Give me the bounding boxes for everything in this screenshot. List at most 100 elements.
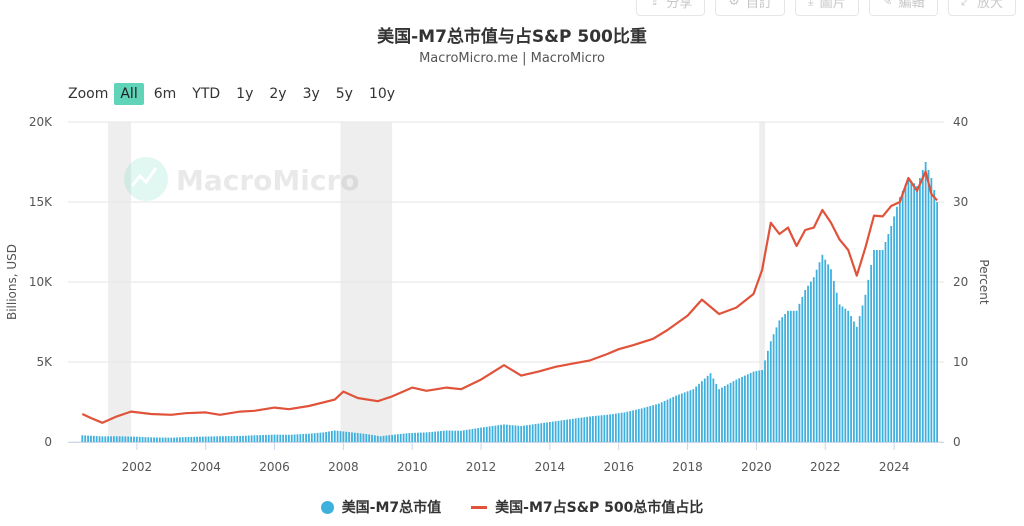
bar: [138, 436, 141, 442]
customize-button[interactable]: ⚙ 自訂: [715, 0, 785, 16]
bar: [417, 432, 419, 442]
bar: [548, 422, 551, 442]
bar: [485, 426, 488, 442]
bar: [612, 414, 614, 442]
bar: [784, 314, 786, 442]
bar: [815, 269, 818, 442]
zoom-1y-button[interactable]: 1y: [236, 86, 254, 102]
bar: [167, 437, 170, 442]
bar: [365, 434, 368, 442]
bar: [434, 431, 437, 442]
zoom-2y-button[interactable]: 2y: [269, 86, 287, 102]
bar: [503, 424, 505, 442]
bar: [531, 424, 534, 442]
y-right-tick-label: 10: [953, 355, 968, 369]
watermark-logo-mark: [130, 167, 158, 187]
bar: [359, 433, 362, 442]
bar: [219, 436, 221, 442]
bar: [379, 436, 382, 442]
bar: [517, 425, 520, 442]
x-tick-label: 2008: [328, 460, 359, 474]
watermark: MacroMicro: [124, 157, 360, 201]
bar: [273, 434, 276, 442]
bar: [90, 435, 92, 442]
bar: [560, 420, 563, 442]
bar: [907, 178, 910, 442]
zoom-all-button[interactable]: All: [114, 83, 144, 105]
bar: [847, 310, 850, 442]
bar: [445, 430, 448, 442]
bar: [528, 424, 531, 442]
zoom-ytd-button[interactable]: YTD: [192, 86, 221, 102]
bar: [107, 436, 110, 442]
share-button[interactable]: ⇪ 分享: [636, 0, 706, 16]
bar: [706, 375, 709, 442]
bar: [832, 280, 835, 442]
bar: [158, 437, 161, 442]
edit-button[interactable]: ✎ 編輯: [868, 0, 938, 16]
expand-label: 放大: [976, 0, 1003, 11]
bar: [336, 430, 339, 442]
bar: [319, 432, 322, 442]
bar: [110, 436, 112, 442]
bar: [695, 386, 698, 442]
bar: [425, 432, 428, 442]
x-tick-label: 2010: [397, 460, 428, 474]
bar: [333, 430, 336, 442]
bar: [448, 430, 451, 442]
bar: [534, 424, 537, 442]
bar: [494, 425, 497, 442]
bar: [342, 431, 345, 442]
bar: [781, 317, 784, 442]
zoom-10y-button[interactable]: 10y: [368, 86, 396, 102]
bar: [861, 305, 864, 442]
bar: [382, 435, 385, 442]
bar: [680, 393, 683, 442]
chart-title: 美国-M7总市值与占S&P 500比重: [377, 27, 647, 47]
bar: [210, 436, 213, 442]
bar: [921, 170, 924, 442]
bar: [224, 436, 227, 442]
bar: [540, 423, 543, 442]
x-tick-label: 2002: [122, 460, 153, 474]
bar: [388, 435, 391, 442]
bar: [465, 429, 468, 442]
bar: [709, 373, 712, 442]
image-button[interactable]: ⤓ 圖片: [794, 0, 859, 16]
bar: [92, 435, 95, 442]
bar: [227, 436, 230, 442]
bar: [520, 426, 523, 442]
bar: [652, 405, 655, 442]
bar: [511, 425, 514, 442]
bar: [867, 279, 870, 442]
y-left-tick-label: 20K: [29, 115, 53, 129]
bar: [279, 434, 282, 442]
expand-button[interactable]: ⤢ 放大: [947, 0, 1016, 16]
bar: [135, 436, 138, 442]
bar: [594, 415, 597, 442]
legend-label-market-cap: 美国-M7总市值: [341, 500, 442, 516]
bar: [176, 437, 178, 442]
x-tick-label: 2018: [672, 460, 703, 474]
bar: [632, 410, 634, 442]
legend: 美国-M7总市值 美国-M7占S&P 500总市值占比: [0, 497, 1024, 517]
bar: [881, 250, 884, 442]
bar: [546, 422, 548, 442]
bar: [643, 407, 646, 442]
bar: [890, 226, 893, 442]
bar: [216, 436, 219, 442]
zoom-5y-button[interactable]: 5y: [335, 86, 353, 102]
bar: [233, 436, 236, 442]
bar: [838, 304, 841, 442]
legend-item-share[interactable]: 美国-M7占S&P 500总市值占比: [471, 497, 703, 517]
legend-item-market-cap[interactable]: 美国-M7总市值: [320, 497, 442, 517]
zoom-3y-button[interactable]: 3y: [302, 86, 320, 102]
bar: [408, 433, 411, 442]
bar: [230, 436, 233, 442]
bar: [439, 431, 442, 442]
bar: [864, 294, 867, 442]
zoom-6m-button[interactable]: 6m: [153, 86, 177, 102]
bar: [884, 242, 887, 442]
bar: [308, 433, 310, 442]
bar: [543, 422, 546, 442]
